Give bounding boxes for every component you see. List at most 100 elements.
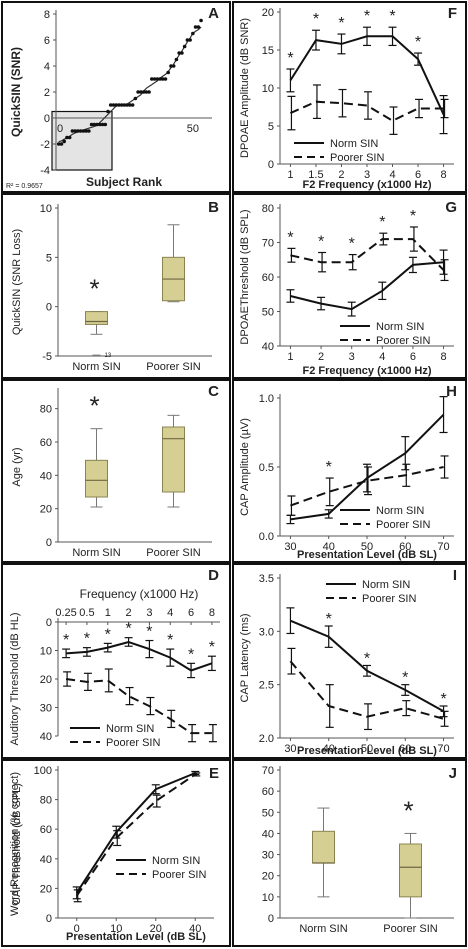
panel-frame-i — [232, 563, 467, 759]
y-tick-label: 0 — [268, 159, 274, 171]
panel-g: G — [445, 199, 457, 216]
legend-label: Norm SIN — [376, 505, 424, 517]
significance-star: * — [389, 8, 395, 25]
panel-letter: B — [208, 199, 219, 216]
y-tick-label: 3.5 — [259, 573, 274, 585]
y-tick-label: 3.0 — [259, 626, 274, 638]
panel-letter: H — [446, 383, 457, 400]
significance-star: * — [89, 391, 99, 421]
x-tick-label: 30 — [284, 743, 296, 755]
data-point — [122, 103, 127, 107]
y-tick-label: 6 — [44, 35, 50, 47]
x-axis-label: Presentation Level (dB SL) — [297, 745, 437, 757]
y-tick-label: -5 — [42, 351, 52, 363]
y-axis-label: QuickSIN (SNR) — [9, 47, 23, 137]
x-tick-label: 60 — [399, 541, 411, 553]
y-tick-label: 15 — [262, 45, 274, 57]
legend-label: Poorer SIN — [152, 869, 206, 881]
x-tick-label: 70 — [437, 743, 449, 755]
data-point — [147, 90, 151, 94]
series-line-poorer-sin — [289, 100, 444, 122]
panel-frame-b — [1, 193, 231, 379]
data-point — [196, 25, 201, 29]
significance-star: * — [167, 632, 173, 649]
legend-label: Norm SIN — [106, 723, 154, 735]
panel-letter: F — [448, 5, 457, 22]
box — [85, 459, 108, 498]
chart-a: -4 -2 0 2 4 6 8 0 50 QuickSIN (SNR) Subject Rank R²… — [6, 9, 212, 190]
y-tick-label: 10 — [40, 203, 52, 215]
panel-frame-e — [1, 759, 231, 947]
panel-h: H — [446, 383, 457, 400]
chart-h: 0.0 0.5 1.0 30 40 50 60 70 * Presentation Level (… — [239, 393, 454, 561]
panel-frame-d — [1, 563, 231, 759]
x-tick-label: 4 — [389, 169, 395, 181]
panel-f: F — [448, 5, 457, 22]
significance-star: * — [403, 795, 413, 825]
significance-star: * — [146, 624, 152, 641]
x-category-label: Poorer SIN — [146, 361, 200, 373]
y-tick-label: 0 — [44, 113, 50, 125]
x-tick-label: 6 — [410, 351, 416, 363]
x-tick-label: 8 — [440, 351, 446, 363]
y-tick-label: 60 — [262, 786, 274, 798]
x-category-label: Norm SIN — [72, 361, 120, 373]
x-tick-label: 2 — [318, 351, 324, 363]
data-point — [177, 51, 181, 55]
data-point — [166, 70, 171, 75]
y-tick-label: 20 — [40, 504, 52, 516]
x-tick-label: 4 — [379, 351, 385, 363]
series-line-norm-sin — [290, 261, 444, 311]
data-point — [182, 44, 187, 49]
x-tick-label: 0.5 — [79, 607, 94, 619]
series-line-poorer-sin — [290, 238, 445, 271]
y-tick-label: 80 — [262, 203, 274, 215]
panel-letter: I — [453, 567, 457, 584]
x-tick-label: 50 — [187, 123, 199, 135]
x-axis-label: Subject Rank — [86, 175, 162, 189]
chart-g: 40 50 60 70 80 1 2 3 4 6 8 * * * * * F2 Frequency (x1000… — [239, 203, 454, 377]
data-point — [78, 129, 83, 133]
series-line-poorer-sin — [289, 660, 444, 720]
y-tick-label: 20 — [40, 883, 52, 895]
data-point — [136, 90, 140, 94]
significance-star: * — [318, 234, 324, 251]
y-tick-label: 30 — [40, 703, 52, 715]
data-point — [144, 90, 149, 94]
x-tick-label: 1.5 — [308, 169, 323, 181]
panel-e: E — [209, 765, 219, 782]
significance-star: * — [326, 459, 332, 476]
y-tick-label: 0 — [46, 913, 52, 925]
y-tick-label: 80 — [40, 795, 52, 807]
panel-b: B — [208, 199, 219, 216]
data-point — [103, 122, 108, 127]
y-tick-label: 2 — [44, 87, 50, 99]
x-tick-label: 3 — [349, 351, 355, 363]
significance-star: * — [287, 229, 293, 246]
x-tick-label: 40 — [323, 743, 335, 755]
x-tick-label: 8 — [209, 607, 215, 619]
x-tick-label: 2 — [338, 169, 344, 181]
series-line-poorer-sin — [75, 773, 196, 897]
panel-d: D — [208, 567, 219, 584]
x-tick-label: 0.25 — [55, 607, 76, 619]
panel-letter: D — [208, 567, 219, 584]
y-tick-label: 8 — [44, 9, 50, 21]
y-tick-label: 20 — [262, 871, 274, 883]
y-tick-label: 20 — [262, 7, 274, 19]
panel-letter: E — [209, 765, 219, 782]
x-tick-label: 2 — [126, 607, 132, 619]
x-category-label: Poorer SIN — [383, 923, 437, 935]
legend-label: Poorer SIN — [376, 335, 430, 347]
data-point — [152, 77, 157, 81]
data-point — [117, 103, 121, 107]
chart-c: 0 20 40 60 80 Norm SIN * Poorer SIN Age (yr) — [11, 388, 212, 559]
significance-star: * — [313, 11, 319, 28]
data-point — [155, 77, 160, 81]
y-tick-label: 10 — [262, 892, 274, 904]
y-tick-label: 1.0 — [259, 393, 274, 405]
data-point — [158, 77, 162, 81]
x-tick-label: 20 — [150, 923, 162, 935]
